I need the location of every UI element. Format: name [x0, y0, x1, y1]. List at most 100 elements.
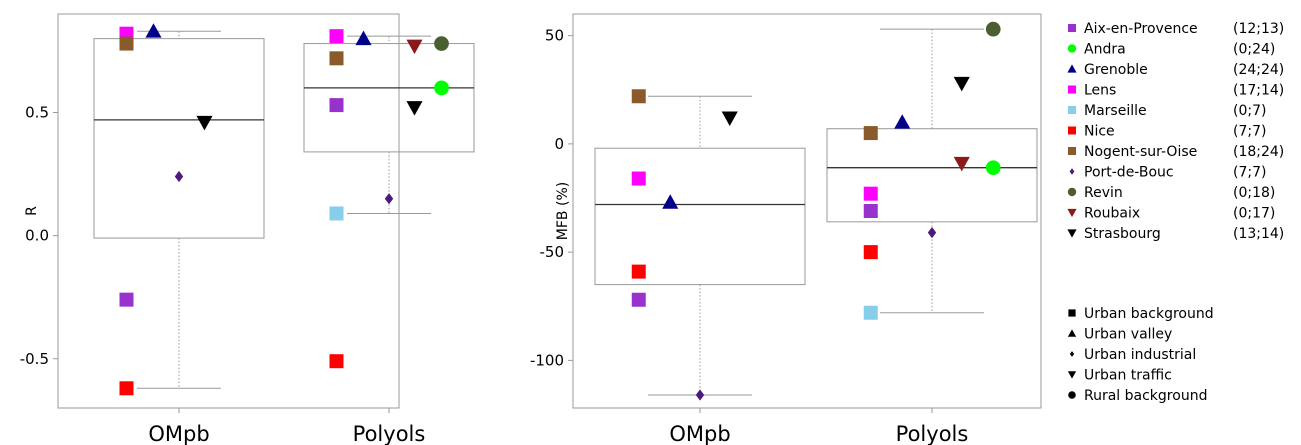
- box-iqr: [826, 128, 1038, 223]
- legend-label: Grenoble: [1084, 62, 1148, 78]
- chart-panel-1: -0.5 0.0 0.5 R OMpb Polyols: [20, 13, 475, 445]
- legend-item-marseille: Marseille (0;7): [1068, 103, 1266, 119]
- legend: Aix-en-Provence (12;13) Andra (0;24) Grenobl…: [1067, 21, 1284, 404]
- x-category-label: OMpb: [148, 422, 209, 445]
- legend-label: Revin: [1084, 185, 1123, 201]
- y-axis-label: R: [24, 206, 40, 216]
- legend-marker: [1068, 147, 1076, 155]
- legend-label: Marseille: [1084, 103, 1147, 119]
- legend-marker: [1067, 44, 1077, 53]
- point-nogent-sur-oise: [631, 89, 646, 104]
- box-iqr: [303, 43, 475, 153]
- point-strasbourg: [721, 111, 738, 126]
- point-port-de-bouc: [384, 193, 394, 205]
- point-lens: [631, 171, 646, 186]
- legend-type-marker: [1067, 329, 1077, 337]
- plot-frame: [57, 13, 400, 409]
- legend-label: Roubaix: [1084, 206, 1140, 222]
- legend-counts: (18;24): [1233, 144, 1284, 160]
- point-nice: [631, 264, 646, 279]
- legend-counts: (17;14): [1233, 83, 1284, 99]
- point-marseille: [329, 206, 344, 221]
- point-nice: [863, 245, 878, 260]
- point-grenoble: [894, 114, 911, 129]
- box-polyols: [826, 28, 1038, 314]
- y-tick-label: -0.5: [20, 350, 49, 368]
- legend-type-urban-traffic: Urban traffic: [1067, 368, 1172, 384]
- legend-counts: (0;24): [1233, 42, 1275, 58]
- legend-item-nice: Nice (7;7): [1068, 124, 1266, 140]
- point-nogent-sur-oise: [119, 36, 134, 51]
- legend-counts: (12;13): [1233, 21, 1284, 37]
- plot-frame: [572, 13, 1042, 409]
- point-roubaix: [406, 39, 423, 55]
- y-tick-label: -50: [540, 243, 565, 261]
- point-grenoble: [662, 194, 679, 209]
- legend-marker: [1068, 106, 1076, 114]
- legend-type-urban-industrial: Urban industrial: [1069, 347, 1196, 363]
- point-andra: [985, 160, 1001, 176]
- point-port-de-bouc: [927, 227, 937, 239]
- legend-type-label: Urban traffic: [1084, 368, 1172, 384]
- point-lens: [863, 186, 878, 201]
- legend-counts: (0;18): [1233, 185, 1275, 201]
- legend-counts: (0;7): [1233, 103, 1266, 119]
- point-aix-en-provence: [631, 292, 646, 307]
- y-tick-label: 0.5: [25, 104, 49, 122]
- legend-counts: (7;7): [1233, 165, 1266, 181]
- legend-marker: [1069, 168, 1075, 175]
- point-port-de-bouc: [695, 389, 705, 401]
- legend-item-strasbourg: Strasbourg (13;14): [1067, 226, 1284, 242]
- legend-marker: [1067, 187, 1077, 197]
- legend-item-port-de-bouc: Port-de-Bouc (7;7): [1069, 165, 1266, 181]
- point-strasbourg: [196, 115, 213, 131]
- x-category-label: Polyols: [353, 422, 426, 445]
- y-tick-label: 0: [554, 135, 564, 153]
- point-revin: [434, 36, 449, 51]
- point-strasbourg: [953, 76, 970, 92]
- legend-marker: [1067, 208, 1077, 218]
- legend-label: Lens: [1084, 83, 1116, 99]
- point-grenoble: [355, 30, 372, 46]
- point-aix-en-provence: [119, 292, 134, 307]
- point-roubaix: [953, 156, 970, 172]
- point-revin: [985, 21, 1001, 37]
- legend-type-urban-valley: Urban valley: [1067, 327, 1172, 343]
- point-nogent-sur-oise: [863, 126, 878, 141]
- legend-marker: [1067, 229, 1077, 238]
- legend-type-marker: [1069, 351, 1075, 357]
- legend-label: Aix-en-Provence: [1084, 21, 1198, 37]
- legend-item-lens: Lens (17;14): [1068, 83, 1284, 99]
- box-iqr: [594, 147, 806, 286]
- legend-counts: (13;14): [1233, 226, 1284, 242]
- legend-label: Nice: [1084, 124, 1115, 140]
- legend-label: Strasbourg: [1084, 226, 1161, 242]
- y-axis-label: MFB (%): [555, 182, 571, 240]
- legend-marker: [1068, 85, 1076, 94]
- legend-label: Nogent-sur-Oise: [1084, 144, 1197, 160]
- legend-label: Andra: [1084, 42, 1126, 58]
- legend-label: Port-de-Bouc: [1084, 165, 1174, 181]
- legend-marker: [1068, 126, 1076, 135]
- legend-type-urban-background: Urban background: [1068, 306, 1214, 322]
- chart-panel-2: -100 -50 0 50 MFB (%) OMpb Polyols: [530, 13, 1042, 445]
- x-category-label: OMpb: [669, 422, 730, 445]
- legend-counts: (24;24): [1233, 62, 1284, 78]
- legend-item-aix-en-provence: Aix-en-Provence (12;13): [1068, 21, 1284, 37]
- legend-item-andra: Andra (0;24): [1067, 42, 1275, 58]
- x-category-label: Polyols: [896, 422, 969, 445]
- point-andra: [434, 80, 449, 96]
- legend-counts: (7;7): [1233, 124, 1266, 140]
- box-ompb: [594, 95, 806, 396]
- point-lens: [329, 29, 344, 44]
- legend-type-marker: [1068, 309, 1076, 317]
- legend-marker: [1067, 64, 1077, 73]
- legend-type-marker: [1067, 371, 1077, 379]
- legend-counts: (0;17): [1233, 206, 1275, 222]
- point-nice: [119, 381, 134, 396]
- legend-type-rural-background: Rural background: [1068, 388, 1207, 404]
- point-aix-en-provence: [329, 98, 344, 113]
- legend-type-label: Urban industrial: [1084, 347, 1196, 363]
- legend-item-roubaix: Roubaix (0;17): [1067, 206, 1275, 222]
